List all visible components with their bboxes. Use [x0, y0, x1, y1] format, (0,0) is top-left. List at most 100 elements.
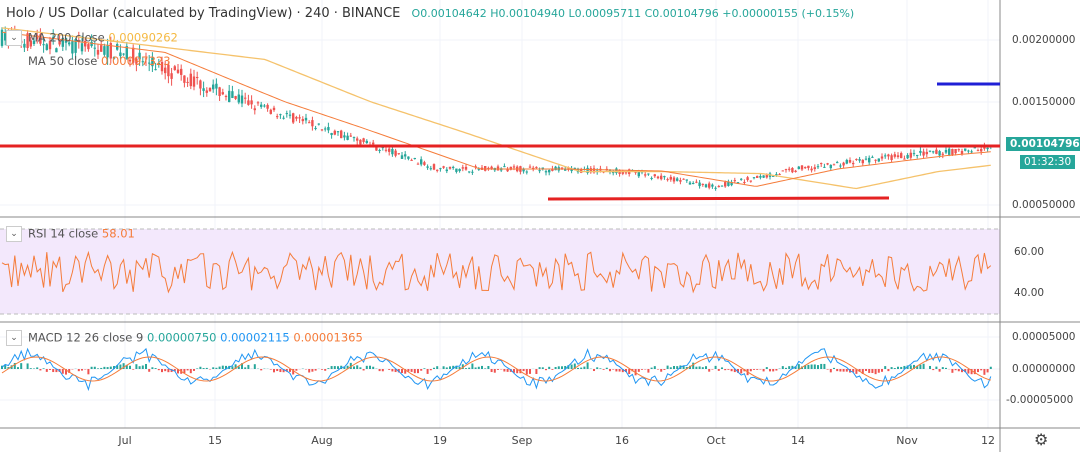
macd-histogram-bar — [410, 369, 413, 372]
candle-body — [151, 57, 154, 67]
macd-histogram-bar — [839, 369, 842, 372]
macd-histogram-bar — [897, 366, 899, 369]
macd-histogram-bar — [77, 369, 80, 372]
candle-body — [676, 178, 679, 181]
candle-body — [903, 158, 906, 160]
macd-histogram-bar — [100, 367, 103, 369]
candle-body — [813, 167, 816, 170]
candle-body — [285, 113, 288, 115]
rsi-legend[interactable]: ⌄ RSI 14 close 58.01 — [6, 226, 135, 242]
macd-histogram-bar — [17, 367, 19, 369]
candle-body — [874, 159, 877, 161]
candle-body — [442, 166, 445, 168]
macd-histogram-bar — [967, 369, 970, 374]
candle-body — [48, 40, 52, 50]
macd-histogram-bar — [913, 364, 915, 369]
candle-body — [804, 167, 807, 169]
macd-histogram-bar — [852, 369, 855, 373]
candle-body — [394, 150, 397, 156]
candle-body — [698, 182, 701, 187]
macd-histogram-bar — [586, 362, 589, 369]
ma50-legend[interactable]: MA 50 close 0.00097323 — [28, 54, 171, 68]
candle-body — [100, 45, 103, 52]
candle-body — [644, 174, 647, 176]
macd-histogram-bar — [858, 369, 861, 372]
candle-body — [759, 175, 762, 178]
candle-body — [832, 164, 836, 166]
candle-body — [333, 130, 336, 135]
candle-body — [244, 97, 247, 99]
candle-body — [695, 181, 698, 183]
candle-body — [128, 59, 132, 62]
collapse-chevron-icon[interactable]: ⌄ — [6, 30, 22, 46]
ohlc-readout: O0.00104642 H0.00104940 L0.00095711 C0.0… — [411, 7, 855, 20]
candle-body — [365, 140, 368, 144]
macd-histogram-bar — [205, 367, 208, 369]
macd-legend[interactable]: ⌄ MACD 12 26 close 9 0.00000750 0.0000211… — [6, 330, 363, 346]
candle-body — [250, 100, 253, 105]
macd-histogram-bar — [353, 366, 355, 369]
candle-body — [740, 178, 743, 180]
macd-histogram-bar — [954, 369, 957, 371]
macd-histogram-bar — [836, 369, 839, 372]
ma200-legend[interactable]: ⌄ MA 200 close 0.00090262 — [6, 30, 178, 46]
candle-body — [80, 43, 84, 52]
chart-title: Holo / US Dollar (calculated by TradingV… — [6, 6, 855, 21]
candle-body — [839, 165, 842, 167]
candle-body — [317, 123, 320, 125]
candle-body — [663, 176, 666, 178]
macd-histogram-bar — [541, 367, 544, 369]
macd-histogram-bar — [199, 366, 202, 369]
macd-histogram-bar — [289, 369, 291, 372]
macd-histogram-bar — [359, 367, 362, 369]
candle-body — [736, 182, 740, 184]
macd-histogram-bar — [941, 367, 944, 369]
collapse-chevron-icon[interactable]: ⌄ — [6, 226, 22, 242]
macd-histogram-bar — [369, 365, 371, 369]
macd-histogram-bar — [826, 369, 829, 370]
macd-histogram-bar — [381, 369, 384, 372]
candle-body — [330, 132, 333, 136]
macd-histogram-bar — [164, 369, 167, 372]
rsi-line — [1, 250, 992, 294]
macd-histogram-bar — [890, 367, 893, 369]
candle-body — [90, 42, 93, 47]
candle-body — [909, 152, 912, 158]
macd-histogram-bar — [938, 369, 941, 372]
candle-body — [749, 180, 752, 182]
macd-histogram-bar — [87, 369, 90, 375]
candle-body — [192, 76, 196, 87]
candle-body — [320, 129, 324, 131]
macd-histogram-bar — [535, 369, 538, 374]
collapse-chevron-icon[interactable]: ⌄ — [6, 330, 22, 346]
macd-histogram-bar — [881, 369, 883, 372]
candle-body — [452, 166, 455, 168]
candle-body — [276, 116, 279, 118]
macd-histogram-bar — [564, 365, 567, 369]
candle-body — [711, 184, 714, 187]
macd-histogram-bar — [330, 366, 333, 369]
macd-histogram-bar — [148, 369, 151, 372]
macd-histogram-bar — [151, 367, 154, 369]
candle-body — [36, 35, 39, 40]
candle-body — [861, 159, 864, 164]
candle-body — [788, 168, 791, 170]
candle-body — [260, 104, 263, 107]
candle-body — [756, 175, 759, 178]
candle-body — [359, 139, 362, 145]
macd-histogram-bar — [756, 369, 759, 370]
macd-histogram-bar — [154, 368, 157, 369]
macd-histogram-bar — [788, 366, 791, 369]
candle-body — [55, 48, 58, 53]
candle-body — [436, 169, 439, 171]
settings-gear-icon[interactable]: ⚙ — [1034, 430, 1049, 449]
candle-body — [183, 75, 186, 83]
candle-body — [551, 168, 554, 171]
candle-body — [202, 88, 205, 91]
macd-histogram-bar — [609, 369, 611, 372]
candle-body — [976, 150, 980, 152]
macd-histogram-bar — [321, 369, 323, 370]
macd-histogram-bar — [276, 369, 279, 372]
candle-body — [471, 171, 474, 173]
